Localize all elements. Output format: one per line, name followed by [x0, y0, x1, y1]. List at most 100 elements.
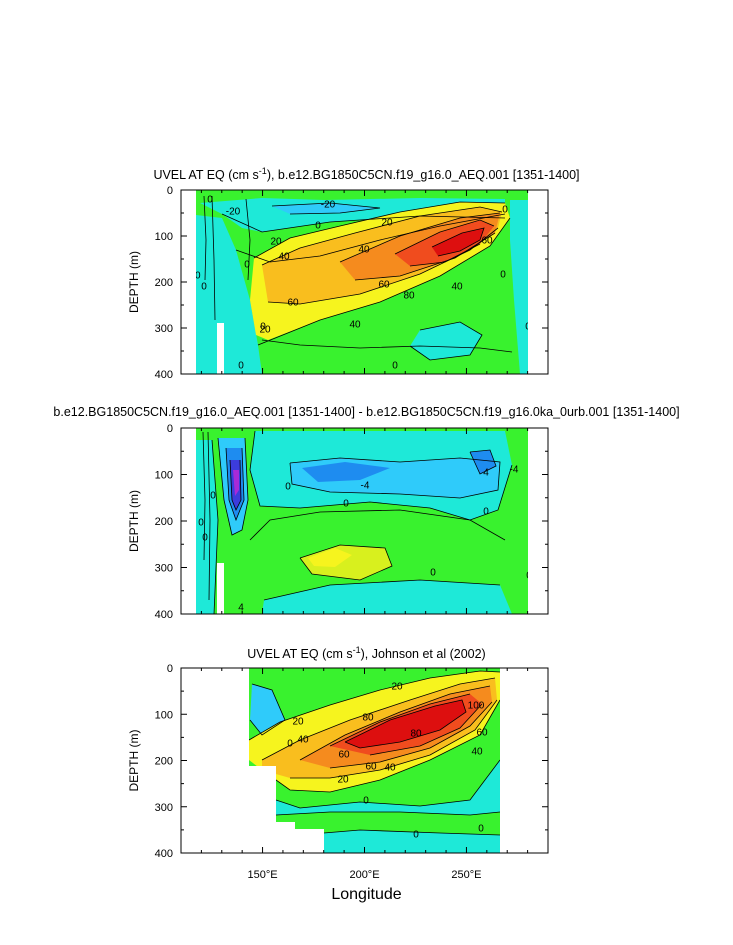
- missing-data-mask: [181, 668, 249, 766]
- contour-label: 0: [392, 361, 398, 372]
- contour-label: 0: [207, 195, 213, 206]
- x-axis-label: Longitude: [331, 886, 402, 903]
- y-axis-label: DEPTH (m): [127, 251, 141, 313]
- contour-line: [339, 212, 501, 263]
- contour-line: [344, 699, 467, 749]
- contour-line: [275, 759, 501, 809]
- contour-label: 0: [483, 507, 489, 518]
- panel-2-field: -4-40400000004: [181, 428, 548, 614]
- contour-label: 0: [238, 361, 244, 372]
- contour-line: [249, 430, 513, 521]
- contour-label: -20: [321, 200, 336, 211]
- y-tick-label: 0: [167, 423, 173, 435]
- contour-line: [299, 544, 393, 581]
- color-band: [470, 450, 496, 474]
- contour-label: 40: [451, 282, 463, 293]
- contour-label: 40: [349, 320, 361, 331]
- contour-line: [354, 232, 496, 281]
- contour-label: 0: [210, 491, 216, 502]
- contour-label: 0: [201, 282, 207, 293]
- contour-label: 60: [287, 298, 299, 309]
- contour-label: 60: [481, 236, 493, 247]
- contour-line: [409, 243, 481, 267]
- contour-line: [261, 699, 501, 793]
- contour-label: 20: [391, 682, 403, 693]
- contour-label: 60: [365, 762, 377, 773]
- x-tick-label: 250°E: [451, 869, 481, 881]
- color-band: [510, 200, 528, 374]
- contour-label: 4: [238, 603, 244, 614]
- contour-line: [275, 811, 501, 816]
- panel-2: -4-404000000040100200300400DEPTH (m): [127, 423, 549, 621]
- panel-2-title-pre: b.e12.BG1850C5CN.f19_g16.0_AEQ.001 [1351…: [53, 405, 680, 419]
- contour-line: [249, 509, 506, 541]
- y-tick-label: 200: [155, 756, 173, 768]
- contour-line: [431, 227, 485, 257]
- y-axis-label: DEPTH (m): [127, 490, 141, 552]
- contour-label: 20: [259, 325, 271, 336]
- contour-label: 0: [413, 830, 419, 841]
- y-axis-label: DEPTH (m): [127, 730, 141, 792]
- contour-line: [229, 459, 242, 511]
- contour-label: 40: [278, 252, 290, 263]
- contour-line: [329, 701, 493, 769]
- contour-line: [248, 670, 501, 741]
- contour-label: 4: [483, 468, 489, 479]
- contour-label: 60: [378, 280, 390, 291]
- contour-label: 0: [287, 739, 293, 750]
- color-band: [432, 228, 484, 256]
- contour-line: [211, 195, 216, 321]
- y-tick-label: 400: [155, 369, 173, 381]
- panel-1-field: -20-200204020406060806040402020000000000: [181, 190, 548, 374]
- contour-label: 0: [343, 499, 349, 510]
- contour-label: 0: [202, 533, 208, 544]
- missing-data-mask: [276, 822, 295, 853]
- contour-line: [289, 457, 501, 499]
- missing-data-mask: [181, 766, 276, 853]
- missing-data-mask: [295, 829, 324, 853]
- color-band: [410, 322, 482, 360]
- contour-line: [329, 693, 471, 747]
- color-band: [196, 215, 262, 374]
- contour-label: 0: [502, 205, 508, 216]
- contour-label: -20: [226, 207, 241, 218]
- panel-1-title-sup: -1: [258, 166, 267, 176]
- panel-3-title: UVEL AT EQ (cm s-1), Johnson et al (2002…: [0, 645, 733, 661]
- panel-3-field: 2040608010080606040204020020000: [181, 668, 548, 853]
- y-tick-label: 400: [155, 848, 173, 860]
- contour-line: [211, 439, 219, 614]
- color-band: [345, 700, 466, 748]
- contour-label: 20: [270, 237, 282, 248]
- contour-label: 40: [471, 747, 483, 758]
- contour-label: 60: [338, 750, 350, 761]
- y-tick-label: 0: [167, 185, 173, 197]
- color-band: [196, 440, 218, 614]
- x-tick-label: 150°E: [248, 869, 278, 881]
- contour-label: 80: [362, 713, 374, 724]
- contour-label: 100: [468, 701, 485, 712]
- contour-line: [394, 219, 495, 255]
- contour-label: 40: [297, 735, 309, 746]
- y-tick-label: 300: [155, 802, 173, 814]
- contour-label: 0: [500, 270, 506, 281]
- contour-label: 20: [337, 775, 349, 786]
- y-tick-label: 100: [155, 709, 173, 721]
- contour-line: [369, 703, 483, 756]
- panel-1-title: UVEL AT EQ (cm s-1), b.e12.BG1850C5CN.f1…: [0, 166, 733, 182]
- panel-1-title-pre: UVEL AT EQ (cm s: [153, 168, 259, 183]
- contour-line: [235, 213, 506, 263]
- contour-label: -4: [510, 465, 519, 476]
- contour-label: 0: [198, 518, 204, 529]
- contour-line: [207, 431, 211, 601]
- contour-line: [271, 202, 381, 215]
- panel-3: 2040608010080606040204020020000010020030…: [127, 663, 549, 860]
- color-band: [233, 470, 239, 496]
- y-tick-label: 100: [155, 231, 173, 243]
- contour-label: 40: [358, 245, 370, 256]
- contour-label: 0: [363, 796, 369, 807]
- contour-line: [225, 447, 245, 522]
- contour-line: [299, 685, 491, 761]
- contour-line: [469, 449, 497, 475]
- contour-line: [299, 829, 501, 836]
- panel-1-title-post: ), b.e12.BG1850C5CN.f19_g16.0_AEQ.001 [1…: [266, 168, 580, 183]
